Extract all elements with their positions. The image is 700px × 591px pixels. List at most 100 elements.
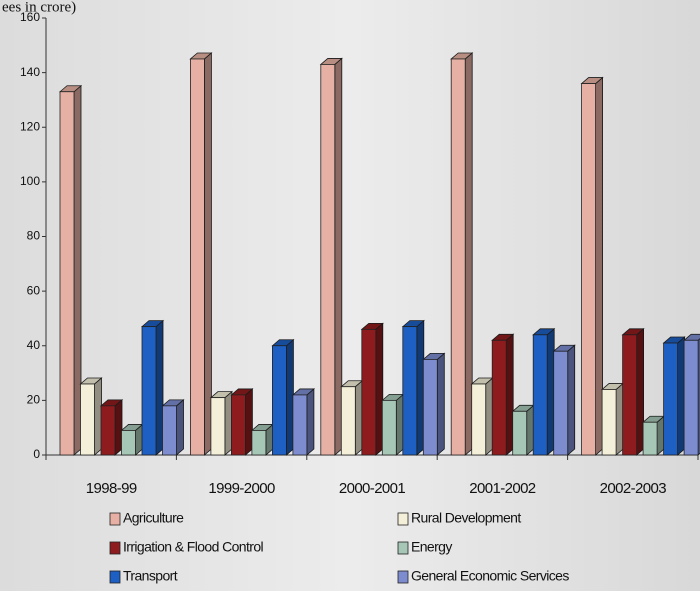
- bar-side: [656, 415, 665, 456]
- bar: [250, 423, 274, 456]
- legend-swatch: [397, 570, 409, 584]
- y-tick-label: 80: [27, 229, 41, 243]
- y-tick-label: 140: [20, 65, 40, 79]
- bar-side: [306, 388, 315, 456]
- bar: [621, 327, 645, 456]
- legend-label: Transport: [123, 568, 178, 584]
- bar: [58, 84, 83, 456]
- y-tick-label: 40: [27, 338, 41, 352]
- bar-side: [595, 76, 603, 456]
- bar-side: [114, 398, 123, 456]
- y-axis-label: ees in crore): [2, 0, 76, 15]
- bar-side: [395, 393, 404, 456]
- bar-front: [141, 326, 157, 456]
- bar-side: [436, 352, 445, 456]
- bar-front: [381, 399, 397, 456]
- bar-front: [271, 345, 287, 456]
- bar-side: [526, 404, 535, 456]
- bar: [120, 423, 144, 456]
- bar-front: [601, 389, 617, 456]
- bar-side: [224, 390, 233, 456]
- bar-side: [176, 398, 184, 456]
- bar-front: [251, 430, 267, 456]
- bar: [683, 333, 700, 456]
- bar-side: [203, 52, 212, 456]
- bar-side: [375, 322, 384, 456]
- bar-side: [354, 379, 363, 456]
- bar: [601, 382, 625, 456]
- bar: [450, 52, 474, 456]
- bar-front: [59, 91, 75, 456]
- bar-front: [189, 58, 205, 456]
- bar-front: [622, 334, 637, 456]
- bar: [161, 398, 185, 456]
- bar-front: [210, 397, 226, 456]
- y-tick-label: 120: [20, 119, 40, 133]
- bar-front: [553, 350, 569, 456]
- bar-front: [450, 58, 466, 456]
- legend-label: Irrigation & Flood Control: [123, 539, 264, 555]
- bar-side: [464, 52, 473, 456]
- bar: [209, 390, 233, 456]
- bar: [401, 319, 425, 456]
- legend-swatch: [397, 512, 409, 526]
- bar-front: [121, 430, 136, 456]
- bar-side: [636, 327, 644, 456]
- bar: [662, 336, 686, 456]
- bar-front: [512, 410, 528, 456]
- bar: [99, 398, 124, 456]
- y-tick-label: 0: [33, 447, 40, 461]
- bar-front: [581, 83, 596, 456]
- legend-label: General Economic Services: [411, 568, 569, 584]
- bar-side: [334, 57, 343, 456]
- bar-side: [677, 336, 685, 456]
- bar-front: [340, 386, 356, 456]
- x-tick-label: 2002-2003: [600, 480, 667, 497]
- bar-front: [471, 383, 487, 456]
- bar: [79, 377, 103, 456]
- bar-front: [320, 64, 336, 456]
- bar: [271, 338, 295, 456]
- bar: [381, 393, 405, 456]
- bar: [470, 377, 494, 456]
- bar-front: [292, 394, 308, 456]
- x-tick-label: 1999-2000: [208, 480, 275, 497]
- legend-swatch: [109, 570, 121, 584]
- bar-front: [642, 421, 658, 456]
- bar-front: [422, 359, 438, 456]
- bar: [511, 404, 535, 456]
- bar-front: [230, 394, 246, 456]
- bar: [340, 379, 364, 456]
- legend-label: Agriculture: [123, 510, 184, 526]
- bar-side: [73, 84, 82, 456]
- x-tick-label: 2001-2002: [469, 480, 536, 497]
- bar: [532, 327, 556, 456]
- bar-side: [505, 333, 514, 456]
- bar-side: [416, 319, 425, 456]
- bar-top: [683, 333, 700, 341]
- y-tick-label: 100: [20, 174, 40, 188]
- bar-front: [361, 328, 377, 456]
- bar: [189, 52, 213, 456]
- bar: [230, 388, 254, 456]
- legend-swatch: [109, 512, 121, 526]
- bar-side: [567, 344, 576, 456]
- y-tick-label: 20: [27, 393, 41, 407]
- bar-side: [244, 388, 253, 456]
- bar-side: [485, 377, 494, 456]
- bar: [422, 352, 446, 456]
- bar-front: [100, 405, 116, 456]
- bar-front: [532, 334, 548, 456]
- bar-front: [162, 405, 177, 456]
- bar: [491, 333, 515, 456]
- y-tick-label: 60: [27, 283, 41, 297]
- bar-side: [155, 319, 164, 456]
- legend-label: Rural Development: [411, 510, 521, 526]
- legend-swatch: [397, 541, 409, 555]
- bar-front: [683, 339, 699, 456]
- legend-swatch: [109, 541, 121, 555]
- bar-front: [80, 383, 95, 456]
- y-tick-label: 160: [20, 10, 40, 24]
- bar: [140, 319, 165, 456]
